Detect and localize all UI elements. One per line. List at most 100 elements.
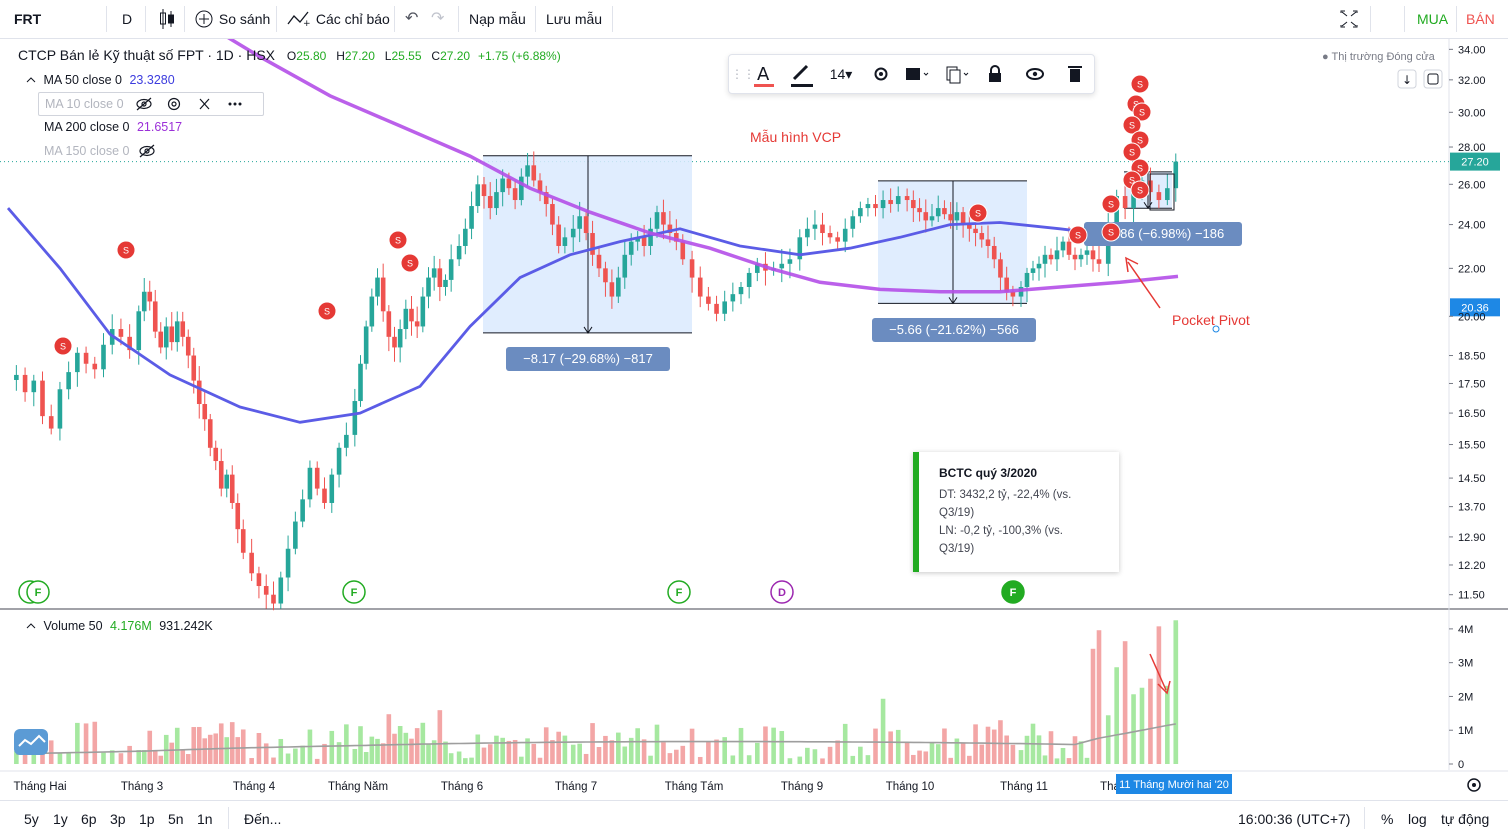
chart-settings-gear-icon[interactable] [1467,778,1481,792]
collapse-chevron-icon[interactable] [26,69,36,91]
event-marker-label: F [351,587,358,599]
sell-button[interactable]: BÁN [1466,11,1495,27]
volume-bar [880,698,886,764]
split-marker[interactable] [1068,225,1088,245]
volume-bar [967,755,972,764]
hidden-eye-icon[interactable] [137,140,159,162]
candle-body [437,268,443,287]
divider [612,6,613,32]
split-marker[interactable] [116,240,136,260]
event-marker-F[interactable] [1001,580,1025,604]
split-marker[interactable] [1130,180,1150,200]
candle-body [641,237,647,246]
measure-label-bg-0 [506,347,670,371]
reset-scale-button[interactable] [1423,69,1443,89]
split-marker[interactable] [400,253,420,273]
volume-bar [697,756,703,764]
clock-timezone-button[interactable]: 16:00:36 (UTC+7) [1238,811,1351,827]
candle-body [942,208,947,215]
ma10-legend[interactable]: MA 10 close 0 [38,92,264,116]
marker-price-badge [1450,298,1500,317]
range-1y[interactable]: 1y [53,811,68,827]
undo-icon[interactable]: ↶ [405,10,419,27]
volume-bar [1010,744,1016,764]
candle-body [603,268,608,283]
indicators-button[interactable]: + Các chỉ báo [286,0,390,38]
template-button[interactable] [901,55,933,93]
ohlc-close: C27.20 [431,49,471,63]
split-marker[interactable] [1101,222,1121,242]
text-color-button[interactable]: A [749,55,777,93]
font-size-dropdown[interactable]: 14▾ [829,66,853,82]
candle-body [196,380,202,405]
ma10-label: MA 10 close 0 [45,97,124,111]
gear-center [1472,783,1476,787]
candle-body [820,224,825,234]
ma50-legend[interactable]: MA 50 close 0 23.3280 [20,69,181,91]
ma200-legend[interactable]: MA 200 close 0 21.6517 [38,116,188,138]
candle-body [550,204,555,225]
volume-bar [180,749,186,764]
volume-bar [543,727,549,764]
range-5y[interactable]: 5y [24,811,39,827]
symbol-search-button[interactable]: FRT [14,11,42,27]
split-marker-label: S [1137,136,1143,146]
range-3p[interactable]: 3p [110,811,126,827]
volume-bar [163,734,169,764]
candle-body [1078,254,1084,260]
settings-gear-icon[interactable] [867,55,895,93]
split-marker[interactable] [317,301,337,321]
tooltip-title: BCTC quý 3/2020 [939,466,1038,480]
lock-icon[interactable] [981,55,1009,93]
save-template-button[interactable]: Lưu mẫu [546,11,603,27]
scroll-down-button[interactable] [1397,69,1417,89]
range-6p[interactable]: 6p [81,811,97,827]
split-marker[interactable] [1130,74,1150,94]
event-marker-F[interactable] [342,580,366,604]
range-5n[interactable]: 5n [168,811,184,827]
volume-bar [603,735,608,764]
ma150-legend[interactable]: MA 150 close 0 [38,140,165,162]
line-color-button[interactable] [787,55,815,93]
goto-date-button[interactable]: Đến... [244,811,282,827]
range-1p[interactable]: 1p [139,811,155,827]
event-marker-F[interactable] [667,580,691,604]
clone-button[interactable] [941,55,973,93]
cursor-time-label: 11 Tháng Mười hai '20 [1119,779,1229,791]
anchor-point[interactable] [1212,325,1220,333]
legend-actions [136,97,242,111]
split-marker[interactable] [968,203,988,223]
chart-canvas[interactable]: −8.17 (−29.68%) −817 −5.66 (−21.62%) −566… [0,39,1508,799]
split-marker[interactable] [1122,142,1142,162]
auto-scale-toggle[interactable]: tự động [1441,811,1490,827]
fullscreen-icon[interactable] [1340,0,1358,38]
drag-handle-icon[interactable]: ⋮⋮ [731,67,755,81]
volume-bar [463,758,468,764]
visibility-eye-icon[interactable] [1021,55,1049,93]
split-marker[interactable] [53,336,73,356]
event-marker-D[interactable] [770,580,794,604]
split-marker[interactable] [1101,194,1121,214]
volume-bar [674,749,679,764]
split-marker[interactable] [1132,102,1152,122]
candles-style-icon[interactable] [158,0,176,38]
interval-button[interactable]: D [122,11,133,27]
volume-legend[interactable]: Volume 50 4.176M 931.242K [20,615,219,637]
redo-icon[interactable]: ↷ [431,10,445,27]
compare-button[interactable]: So sánh [195,0,270,38]
trash-icon[interactable] [1061,55,1089,93]
candle-body [420,296,426,327]
candle-body [31,380,37,393]
range-1n[interactable]: 1n [197,811,213,827]
drawing-toolbar: ⋮⋮ A 14▾ [728,54,1095,94]
split-marker[interactable] [388,230,408,250]
buy-button[interactable]: MUA [1417,11,1449,27]
percent-toggle[interactable]: % [1381,811,1394,827]
candle-body [336,447,342,475]
collapse-chevron-icon[interactable] [26,615,36,637]
candle-body [344,434,349,448]
load-template-button[interactable]: Nạp mẫu [469,11,526,27]
split-marker[interactable] [1122,115,1142,135]
event-marker-F[interactable] [26,580,50,604]
log-toggle[interactable]: log [1408,811,1427,827]
